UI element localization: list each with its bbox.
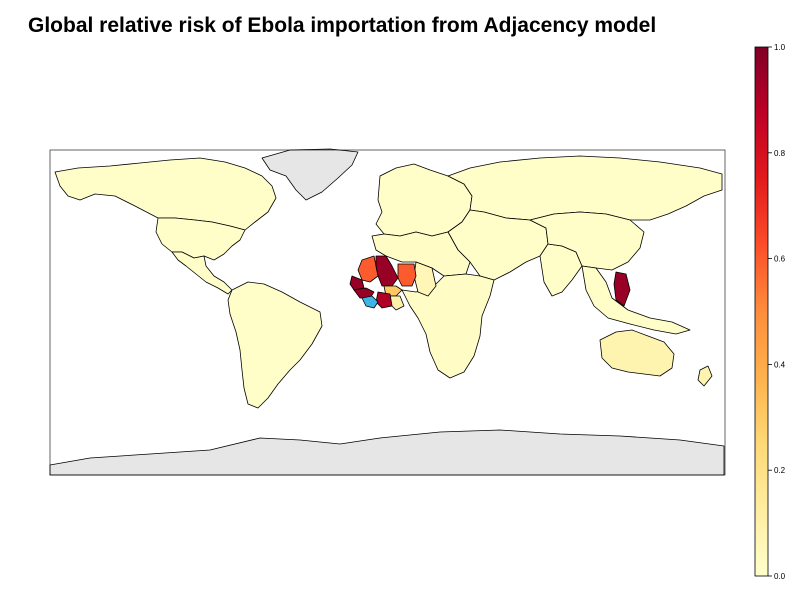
region-southeast-asia [581,265,691,335]
colorbar-tick-label: 0.2 [774,466,786,475]
region-north-africa [371,231,471,277]
colorbar-gradient [754,46,769,577]
region-usa [155,217,246,261]
region-sierra-leone-liberia [361,295,379,309]
region-africa-rest [401,273,495,379]
colorbar-tick-label: 0.6 [774,255,786,264]
colorbar: 0.0 0.2 0.4 0.6 0.8 1.0 [754,43,786,581]
colorbar-tick-label: 0.4 [774,360,786,369]
region-mauritania [357,255,379,283]
region-philippines [613,271,631,307]
colorbar-tick-label: 1.0 [774,43,786,52]
region-greenland [261,148,359,201]
colorbar-tick-label: 0.8 [774,149,786,158]
region-new-zealand [697,365,713,387]
world-map [49,148,726,476]
region-guinea [353,287,375,299]
colorbar-tick-label: 0.0 [774,572,786,581]
map-frame [49,149,726,476]
region-antarctica [49,429,725,476]
region-canada-alaska [54,157,277,231]
region-australia [599,329,675,377]
map-title: Global relative risk of Ebola importatio… [28,14,657,37]
region-niger [397,263,417,287]
region-south-america [227,281,323,409]
region-east-asia [529,211,645,271]
